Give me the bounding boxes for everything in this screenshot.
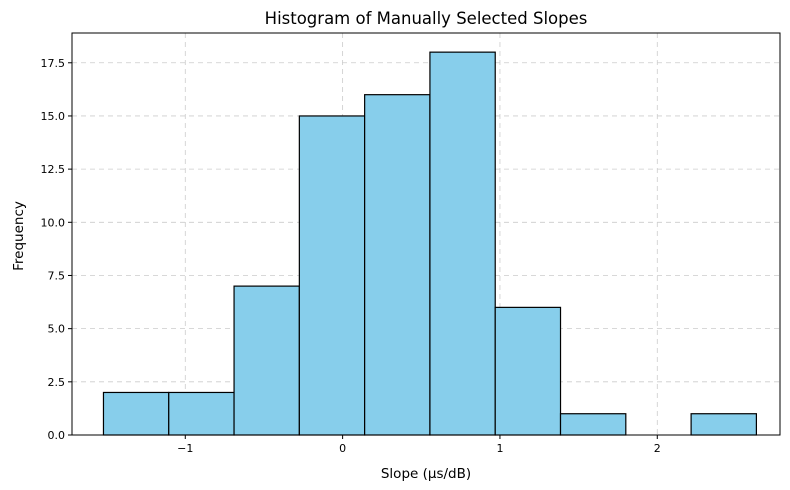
- y-tick-label-2: 5.0: [48, 323, 66, 336]
- y-tick-label-0: 0.0: [48, 429, 66, 442]
- y-tick-label-3: 7.5: [48, 269, 66, 282]
- histogram-bar-2: [233, 285, 300, 436]
- histogram-bar-6: [494, 306, 562, 436]
- x-tick-label-2: 1: [496, 442, 503, 455]
- y-tick-label-1: 2.5: [48, 376, 66, 389]
- histogram-bar-5: [429, 51, 496, 436]
- y-axis-ticks: 0.0 2.5 5.0 7.5 10.0 12.5 15.0 17.5: [41, 57, 72, 442]
- x-tick-label-1: 0: [339, 442, 346, 455]
- x-tick-label-3: 2: [654, 442, 661, 455]
- histogram-bar-3: [298, 115, 366, 436]
- x-tick-label-0: −1: [177, 442, 193, 455]
- histogram-bar-4: [364, 94, 431, 436]
- y-axis-title: Frequency: [11, 201, 27, 271]
- x-axis-ticks: −1 0 1 2: [177, 435, 661, 455]
- histogram-bar-9: [690, 413, 758, 436]
- y-tick-label-4: 10.0: [41, 216, 66, 229]
- plot-frame: [71, 32, 781, 436]
- y-tick-label-5: 12.5: [41, 163, 66, 176]
- histogram-bar-0: [102, 391, 170, 436]
- chart-title: Histogram of Manually Selected Slopes: [265, 9, 588, 28]
- x-axis-title: Slope (µs/dB): [381, 466, 471, 482]
- histogram-bar-1: [168, 391, 235, 436]
- y-tick-label-6: 15.0: [41, 110, 66, 123]
- histogram-bar-7: [559, 413, 627, 436]
- y-tick-label-7: 17.5: [41, 57, 66, 70]
- bars: [102, 51, 758, 436]
